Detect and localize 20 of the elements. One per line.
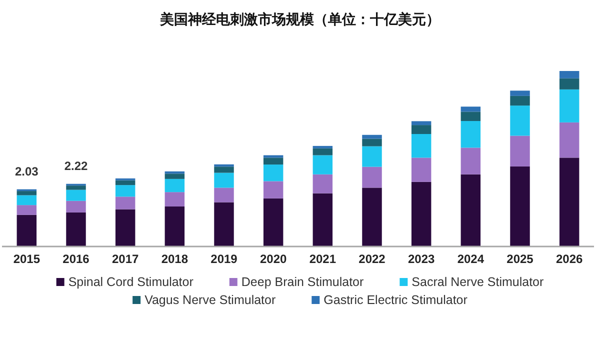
x-tick-label: 2019 — [210, 252, 238, 266]
legend-label: Gastric Electric Stimulator — [324, 293, 468, 307]
x-tick-label: 2015 — [13, 252, 40, 266]
x-tick-label: 2021 — [309, 252, 336, 266]
x-tick-label: 2026 — [556, 252, 583, 266]
x-tick-label: 2017 — [112, 252, 139, 266]
x-tick-label: 2020 — [260, 252, 287, 266]
title: 美国神经电刺激市场规模（单位：十亿美元） — [160, 11, 440, 27]
legend-label: Spinal Cord Stimulator — [68, 275, 194, 289]
x-tick-label: 2022 — [358, 252, 386, 266]
legend-label: Vagus Nerve Stimulator — [144, 293, 276, 307]
x-tick-label: 2018 — [161, 252, 188, 266]
x-tick-label: 2024 — [457, 252, 484, 266]
x-tick-label: 2025 — [506, 252, 534, 266]
legend-label: Deep Brain Stimulator — [241, 275, 364, 289]
legend-label: Sacral Nerve Stimulator — [412, 275, 544, 289]
annotation: 2.22 — [64, 158, 88, 173]
x-tick-label: 2016 — [62, 252, 90, 266]
x-tick-label: 2023 — [408, 252, 435, 266]
annotation: 2.03 — [14, 164, 38, 178]
